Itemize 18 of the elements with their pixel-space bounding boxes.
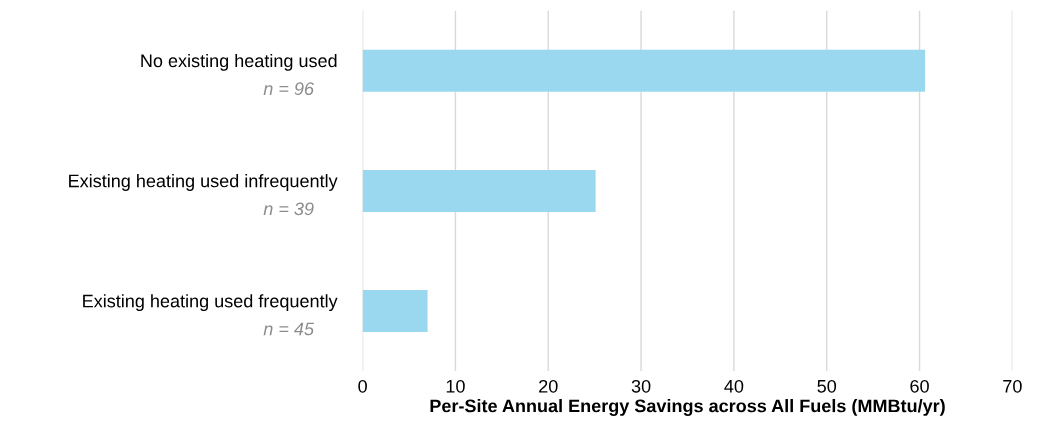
x-tick-label: 50 [817,379,837,393]
y-tick-label: Existing heating used infrequently [69,174,338,191]
x-axis-title: Per-Site Annual Energy Savings across All Fuels (MMBtu/yr) [430,399,945,416]
x-tick-label: 60 [910,379,929,393]
x-tick-label: 70 [1003,379,1022,393]
x-tick-label: 40 [724,379,744,393]
x-tick-label: 20 [539,379,558,393]
x-tick-label: 0 [358,379,367,393]
y-tick-label: Existing heating used frequently [83,294,338,312]
text: n = 45 [263,322,315,336]
bar [362,49,926,92]
x-tick-label: 30 [631,379,651,393]
bar [362,169,596,212]
bar [362,290,428,333]
text: n = 39 [263,202,314,216]
text: n = 96 [263,82,314,96]
y-tick-label: No existing heating used [141,53,337,71]
x-tick-label: 10 [446,379,465,393]
